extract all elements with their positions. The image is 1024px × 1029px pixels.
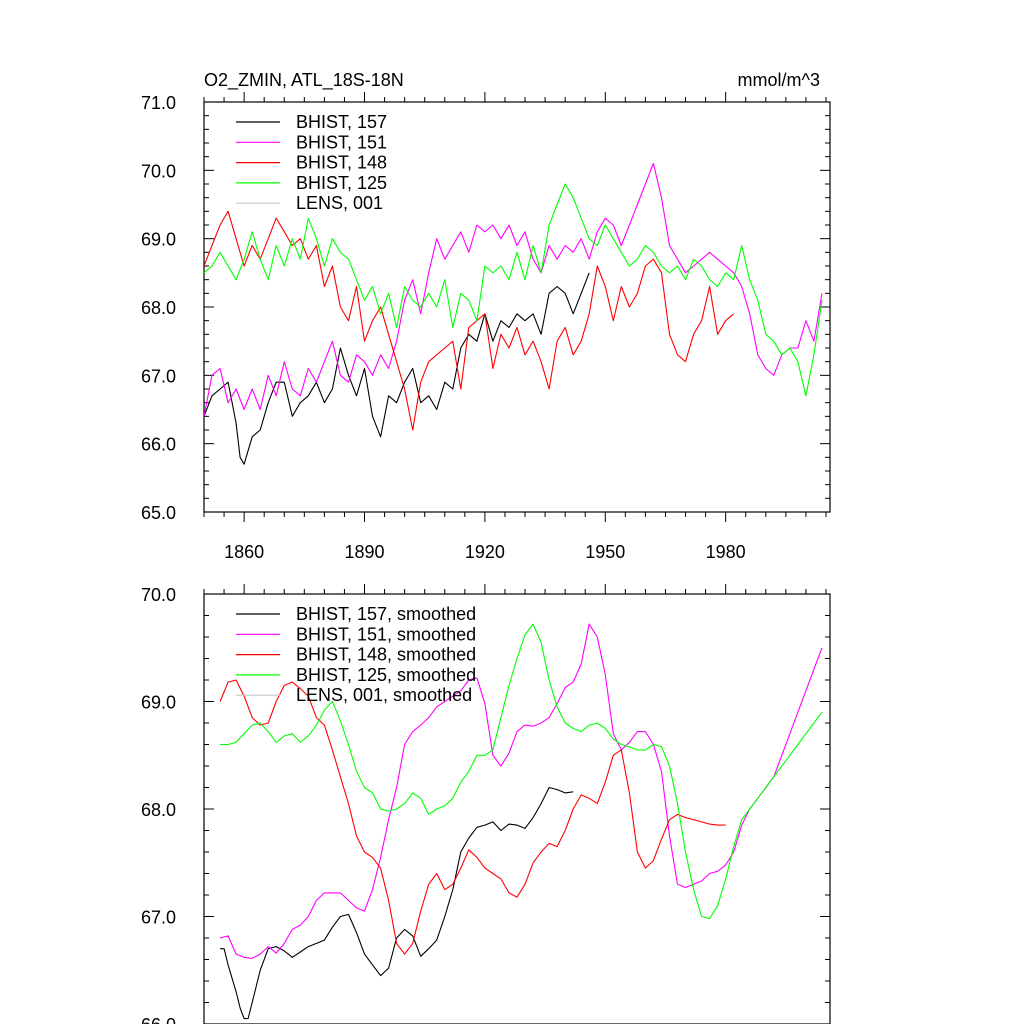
series-line-bhist-125 — [204, 183, 823, 397]
bottom-panel: 66.0 67.0 68.0 69.0 70.0 BHIST, 157, smoothed… — [141, 584, 831, 1029]
legend-label: BHIST, 125 — [296, 173, 387, 193]
y-tick-label: 67.0 — [141, 908, 176, 928]
series-line-bhist-157 — [204, 272, 590, 465]
x-tick-label: 1860 — [224, 542, 264, 562]
y-tick-label: 68.0 — [141, 298, 176, 318]
y-tick-label: 65.0 — [141, 503, 176, 523]
y-tick-label: 71.0 — [141, 93, 176, 113]
legend-label: LENS, 001 — [296, 193, 383, 213]
series-line-bhist-148-smoothed — [219, 679, 726, 955]
series-line-bhist-157-smoothed — [220, 786, 574, 1020]
legend-label: BHIST, 148, smoothed — [296, 645, 476, 665]
legend-label: BHIST, 151 — [296, 132, 387, 152]
series-line-bhist-151 — [204, 162, 823, 417]
legend-label: BHIST, 125, smoothed — [296, 665, 476, 685]
series-line-bhist-148 — [204, 210, 735, 431]
y-tick-label: 67.0 — [141, 366, 176, 386]
y-tick-label: 70.0 — [141, 161, 176, 181]
x-tick-label: 1980 — [706, 542, 746, 562]
x-tick-label: 1950 — [585, 542, 625, 562]
y-tick-label: 69.0 — [141, 230, 176, 250]
legend-label: BHIST, 148 — [296, 153, 387, 173]
y-tick-label: 68.0 — [141, 800, 176, 820]
top-panel: 65.0 66.0 67.0 68.0 69.0 70.0 71.0 1860 1890 1920… — [141, 92, 831, 562]
legend-label: BHIST, 151, smoothed — [296, 624, 476, 644]
x-tick-label: 1890 — [344, 542, 384, 562]
legend-label: BHIST, 157, smoothed — [296, 604, 476, 624]
y-tick-label: 69.0 — [141, 693, 176, 713]
series-line-bhist-125-smoothed — [220, 623, 823, 920]
legend-label: BHIST, 157 — [296, 112, 387, 132]
y-tick-label: 66.0 — [141, 1015, 176, 1024]
chart-units: mmol/m^3 — [738, 70, 820, 90]
y-tick-label: 70.0 — [141, 585, 176, 605]
y-tick-label: 66.0 — [141, 435, 176, 455]
legend-label: LENS, 001, smoothed — [296, 685, 472, 705]
series-line-bhist-151-smoothed — [219, 623, 823, 959]
chart-title: O2_ZMIN, ATL_18S-18N — [204, 70, 404, 91]
x-tick-label: 1920 — [465, 542, 505, 562]
